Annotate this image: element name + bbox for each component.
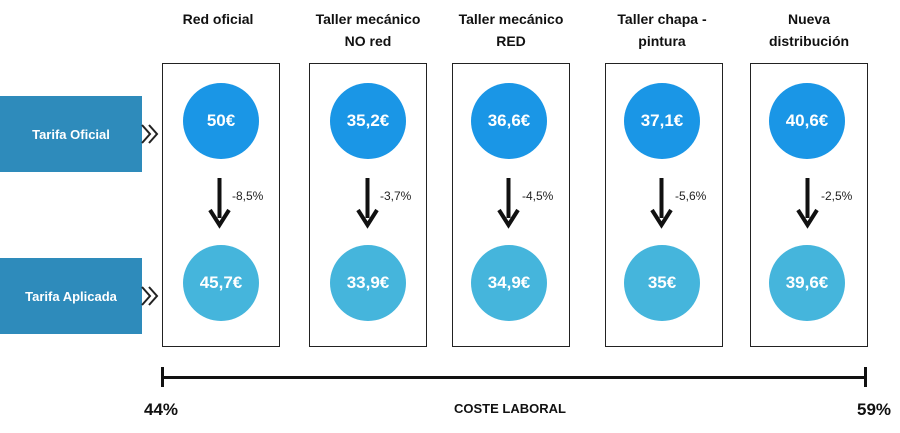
row-label-text: Tarifa Aplicada [25,288,117,304]
column-box [452,63,570,347]
column-header: Nueva distribución [768,11,850,49]
tarifa-aplicada-value: 35€ [624,245,700,321]
double-chevron-right-icon [141,286,159,306]
column-box [309,63,427,347]
change-percent: -3,7% [380,189,412,203]
arrow-down-icon [796,178,819,229]
column-header: Taller chapa - pintura [617,11,707,49]
tarifa-oficial-value: 40,6€ [769,83,845,159]
column-box [162,63,280,347]
row-label-tarifa-aplicada: Tarifa Aplicada [0,258,142,334]
row-label-tarifa-oficial: Tarifa Oficial [0,96,142,172]
row-label-text: Tarifa Oficial [32,126,110,142]
arrow-down-icon [497,178,520,229]
tarifa-oficial-value: 36,6€ [471,83,547,159]
tarifa-aplicada-value: 34,9€ [471,245,547,321]
tarifa-oficial-value: 35,2€ [330,83,406,159]
change-percent: -5,6% [675,189,707,203]
axis-start-cap [161,367,164,387]
change-percent: -4,5% [522,189,554,203]
column-header: Red oficial [182,11,254,27]
tarifa-aplicada-value: 39,6€ [769,245,845,321]
column-box [750,63,868,347]
column-header: Taller mecánico RED [458,11,564,49]
tarifa-oficial-value: 37,1€ [624,83,700,159]
column-box [605,63,723,347]
arrow-down-icon [650,178,673,229]
change-percent: -8,5% [232,189,264,203]
axis-min-label: 44% [144,400,179,419]
axis-max-label: 59% [857,400,892,419]
column-header: Taller mecánico NO red [315,11,421,49]
double-chevron-right-icon [141,124,159,144]
coste-laboral-axis-line [163,376,866,379]
tarifa-oficial-value: 50€ [183,83,259,159]
arrow-down-icon [208,178,231,229]
change-percent: -2,5% [821,189,853,203]
axis-end-cap [864,367,867,387]
tarifa-aplicada-value: 33,9€ [330,245,406,321]
axis-title: COSTE LABORAL [454,401,566,416]
arrow-down-icon [356,178,379,229]
tarifa-aplicada-value: 45,7€ [183,245,259,321]
